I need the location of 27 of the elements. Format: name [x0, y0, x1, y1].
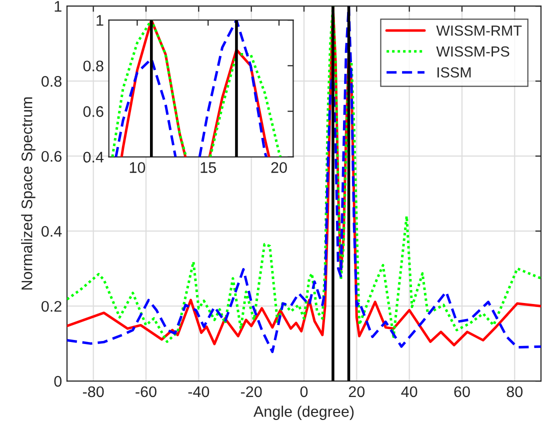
legend-label: WISSM-RMT	[436, 25, 522, 36]
y-axis-title: Normalized Space Spectrum	[21, 97, 36, 290]
x-tick-label: 60	[454, 386, 470, 398]
x-tick-label: 20	[271, 162, 287, 173]
legend-label: WISSM-PS	[436, 46, 510, 57]
y-tick-label: 0.4	[42, 226, 62, 237]
legend-label: ISSM	[438, 67, 471, 78]
x-tick-label: -20	[240, 386, 262, 398]
y-tick-label: 0.6	[42, 150, 62, 162]
y-tick-label: 1	[96, 15, 104, 26]
x-tick-label: 10	[130, 162, 146, 173]
x-tick-label: 0	[300, 386, 308, 398]
y-tick-label: 0	[54, 376, 62, 387]
y-tick-label: 0.2	[42, 300, 62, 312]
x-tick-label: -60	[136, 386, 156, 398]
x-axis-title: Angle (degree)	[253, 406, 354, 420]
y-tick-label: 0.8	[83, 60, 104, 72]
x-tick-label: 15	[200, 162, 216, 173]
y-tick-label: 0.8	[42, 76, 62, 87]
y-tick-label: 1	[54, 1, 62, 12]
x-tick-label: 40	[401, 386, 418, 398]
y-tick-label: 0.4	[83, 152, 104, 163]
x-tick-label: 80	[506, 386, 523, 398]
y-tick-label: 0.6	[83, 106, 104, 117]
x-tick-label: -40	[188, 386, 210, 398]
x-tick-label: -80	[82, 386, 104, 398]
x-tick-label: 20	[348, 386, 365, 398]
